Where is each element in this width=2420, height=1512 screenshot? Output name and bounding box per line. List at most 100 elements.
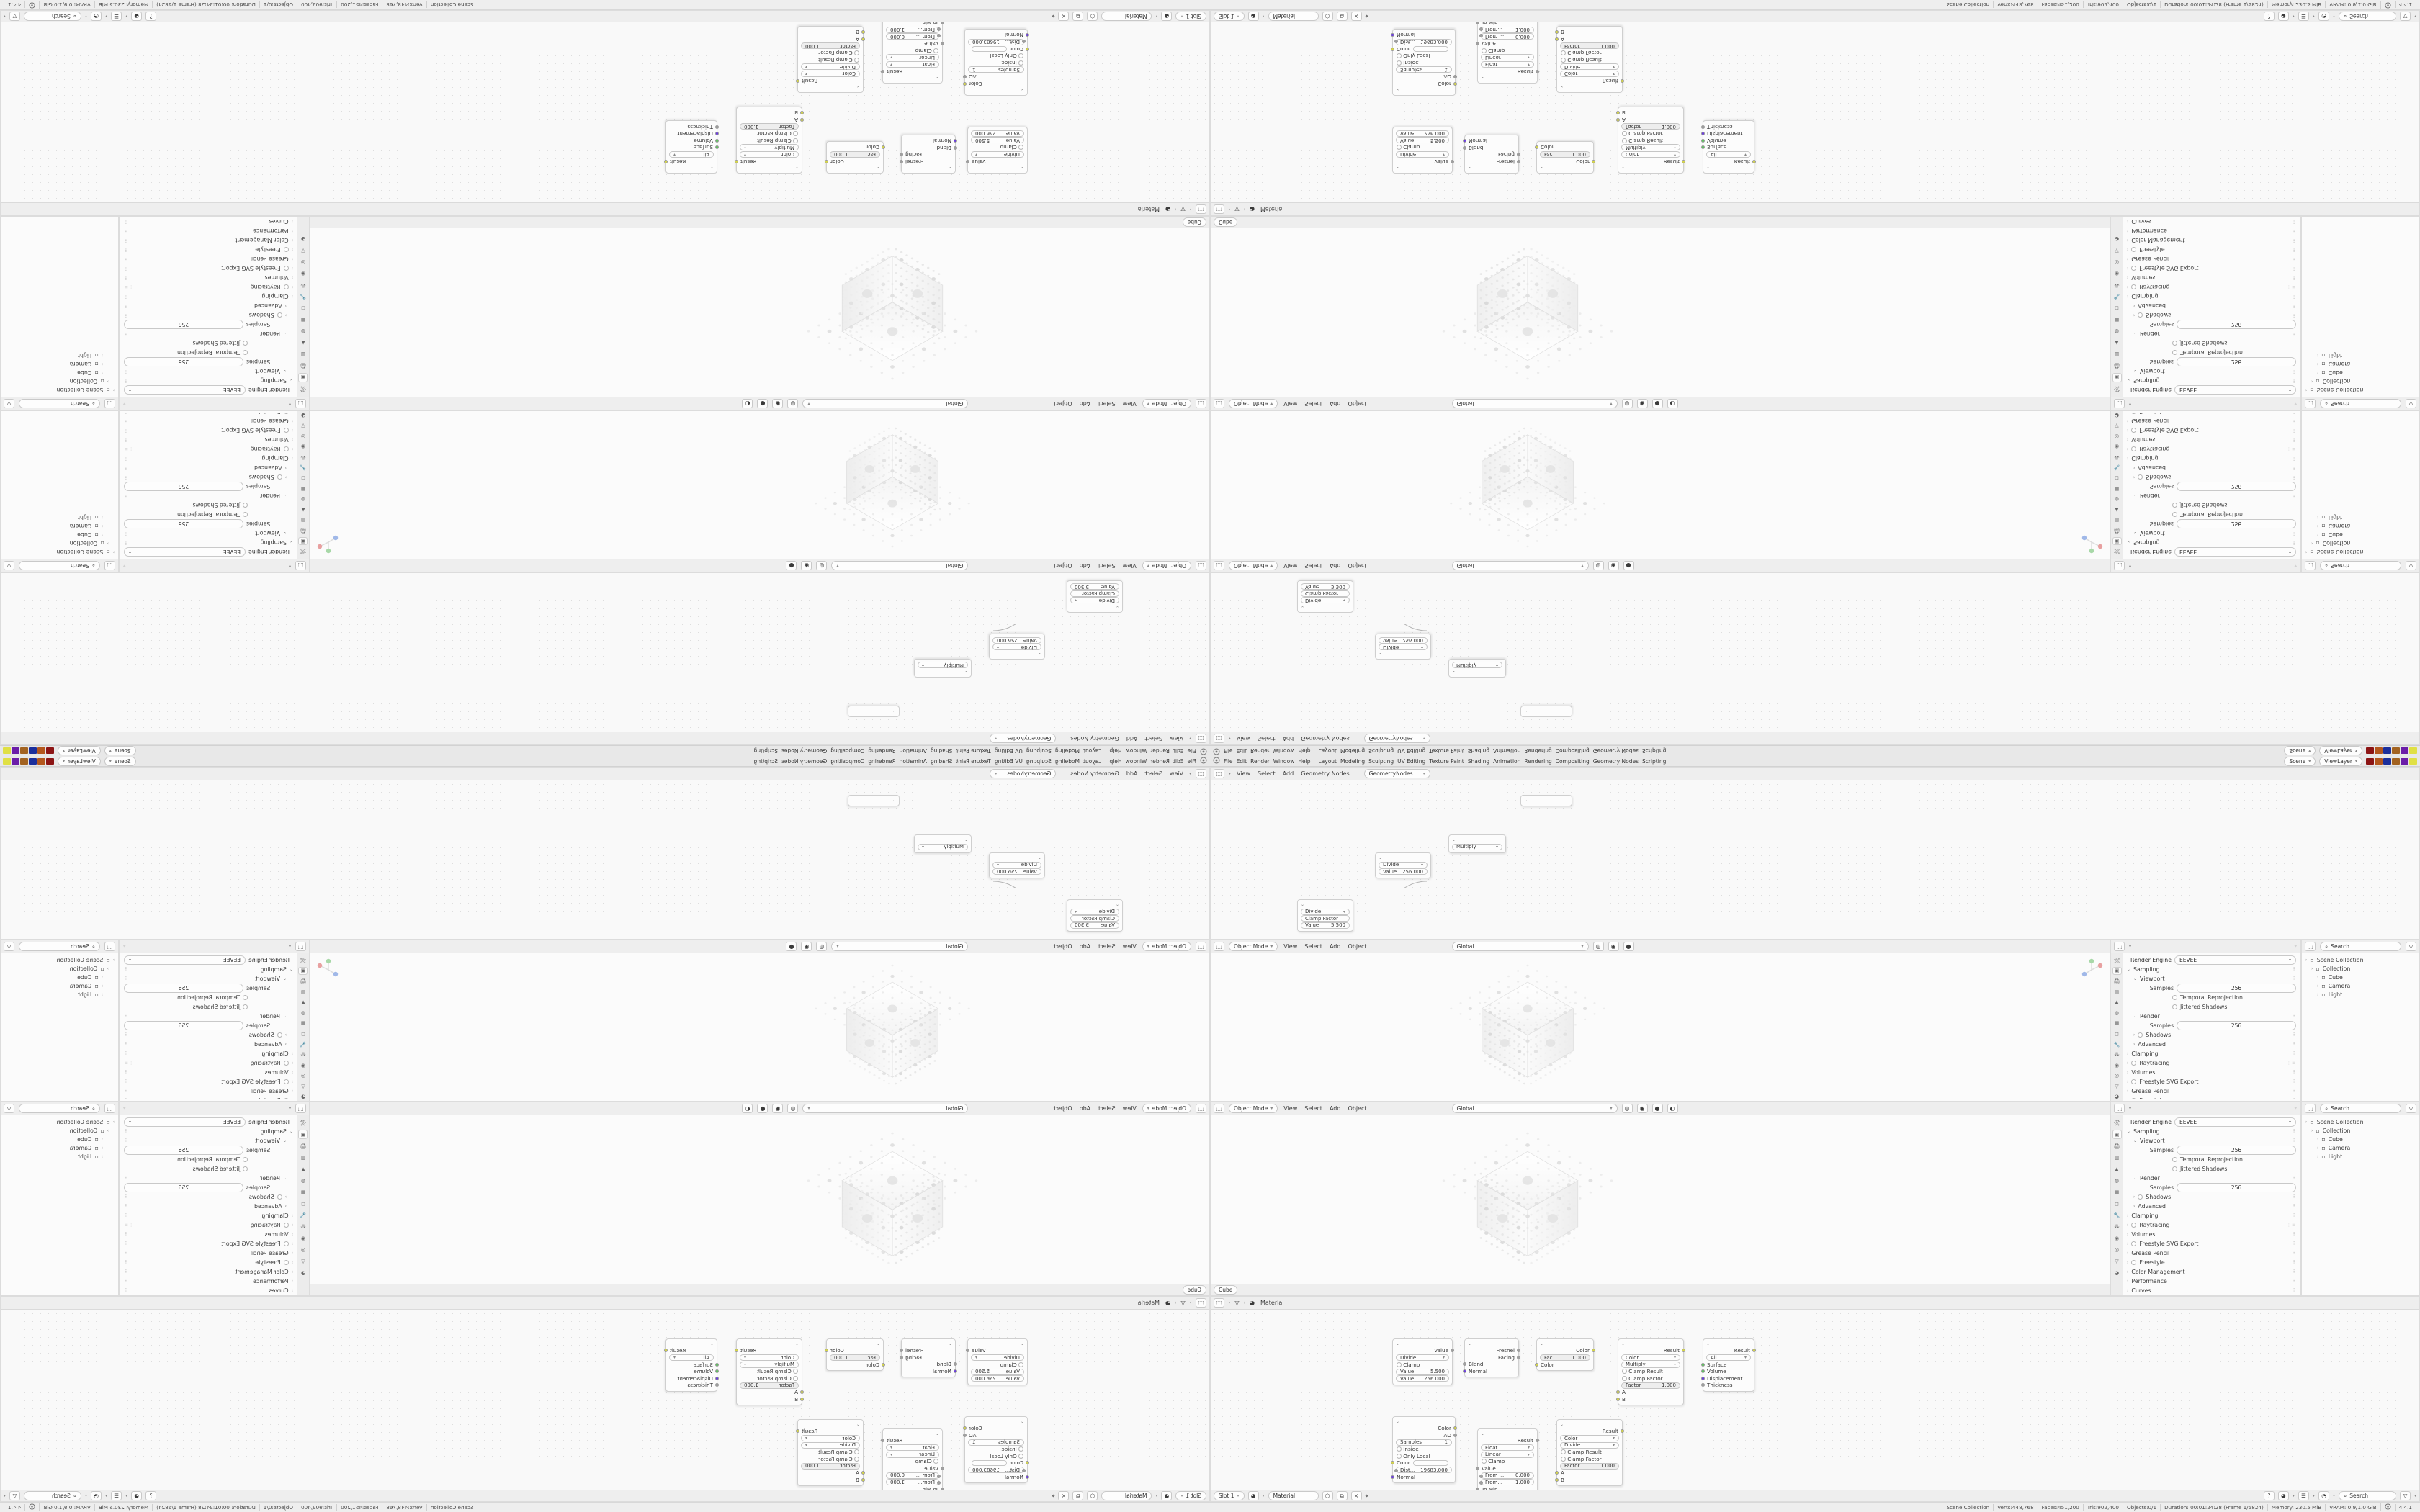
node-dropdown[interactable]: All ▾	[1706, 151, 1751, 158]
chevron-right-icon[interactable]: ›	[2317, 361, 2319, 367]
funnel-icon-footer[interactable]: ▽	[2399, 12, 2411, 21]
workspace-tab-texture-paint[interactable]: Texture Paint	[1429, 757, 1464, 765]
viewport-3d-main[interactable]: ⬚ Object Mode ▾ View Select Add Object Gl…	[1210, 1102, 2110, 1296]
scene-selector[interactable]: Scene ▾	[2284, 746, 2316, 756]
chevron-right-icon[interactable]: ›	[291, 1241, 293, 1246]
proportional-edit-icon-main[interactable]: ◉	[772, 399, 784, 408]
properties-section[interactable]: › Clamping ⠿	[2124, 292, 2299, 301]
properties-tab-object-icon[interactable]: ◻	[301, 1200, 305, 1207]
property-checkbox-row[interactable]: Jittered Shadows	[2124, 338, 2299, 348]
top-bar[interactable]: File Edit Render Window Help Layout Mode…	[0, 756, 1210, 767]
node-checkbox-row[interactable]: Clamp Result	[1618, 138, 1683, 145]
properties-tab-tool-icon[interactable]: 🛠	[2113, 549, 2120, 555]
node-output[interactable]: Fresnel	[1465, 1347, 1520, 1354]
properties-section[interactable]: › Shadows ⠿	[2124, 1030, 2299, 1040]
navigation-gizmo[interactable]	[2079, 530, 2104, 554]
outliner-row[interactable]: › ▫ Scene Collection	[2302, 386, 2419, 395]
properties-section[interactable]: › Shadows ⠿	[2124, 1192, 2299, 1202]
node-collapse-toggle[interactable]: ⌄	[902, 165, 955, 171]
node-checkbox-row[interactable]: Clamp Factor	[798, 50, 863, 57]
chevron-right-icon[interactable]: ›	[284, 465, 287, 470]
chevron-right-icon[interactable]: ›	[291, 446, 293, 451]
socket-green[interactable]	[715, 1369, 719, 1374]
properties-section[interactable]: ›Freestyle⠿	[121, 1258, 296, 1267]
list-icon[interactable]: ⋮≡	[124, 446, 134, 451]
menu-file[interactable]: File	[1224, 757, 1233, 765]
funnel-icon-shader[interactable]: ▽	[1180, 206, 1186, 212]
outliner-row[interactable]: › ▫ Camera	[2302, 522, 2419, 531]
socket-yellow[interactable]	[800, 117, 804, 122]
properties-tab-render-icon[interactable]: ▣	[2112, 373, 2122, 382]
transform-orientation-selector[interactable]: Global ▾	[1451, 942, 1589, 951]
funnel-icon-footer[interactable]: ▽	[9, 1491, 21, 1500]
chevron-right-icon[interactable]: ›	[2127, 1269, 2129, 1274]
node-checkbox-row[interactable]: Clamp Result	[737, 1368, 802, 1375]
property-number-row[interactable]: Samples 256	[121, 1146, 296, 1155]
viewport-menu-object[interactable]: Object	[1348, 943, 1367, 950]
properties-section[interactable]: › Color Management ⠿	[2124, 1267, 2299, 1277]
properties-tab-output-icon[interactable]: 🖨	[2113, 363, 2120, 369]
socket-yellow[interactable]	[1453, 81, 1457, 86]
editor-type-icon[interactable]: ⬚	[2305, 1104, 2316, 1113]
chevron-down-icon[interactable]: ⌄	[2133, 976, 2138, 981]
properties-section[interactable]: ⌄ Viewport ⠿	[121, 528, 296, 538]
node-dropdown[interactable]: Divide ▾	[1560, 1441, 1619, 1449]
funnel-icon-main[interactable]: ▽	[4, 1104, 14, 1113]
properties-tab-physics-icon[interactable]: ◉	[2114, 271, 2120, 277]
node-value-field[interactable]: Value 5.500	[1301, 922, 1350, 929]
properties-header-main[interactable]: ⬚ ▾ ⌖	[2111, 397, 2300, 410]
editor-type-icon[interactable]: ⬚	[1196, 399, 1206, 408]
node-collapse-toggle[interactable]: ⌄	[666, 165, 717, 171]
funnel-icon-main[interactable]: ▽	[4, 399, 14, 408]
close-icon[interactable]: ×	[1350, 12, 1362, 21]
shading-solid-icon[interactable]: ●	[1623, 942, 1634, 951]
checkbox[interactable]	[2172, 341, 2177, 346]
chevron-right-icon[interactable]: ›	[2317, 353, 2319, 359]
node-collapse-toggle[interactable]: ⌄	[737, 1341, 802, 1347]
node-input[interactable]: Displacement	[1701, 130, 1754, 138]
socket-grey[interactable]	[937, 1481, 941, 1485]
outliner-row[interactable]: › ▫ Camera	[2302, 1143, 2419, 1152]
properties-tab-output-icon[interactable]: 🖨	[2113, 527, 2120, 534]
properties-section[interactable]: › Raytracing ⋮≡	[2124, 1220, 2299, 1230]
socket-yellow[interactable]	[1555, 1471, 1559, 1475]
properties-section[interactable]: › Clamping ⠿	[2124, 1049, 2299, 1058]
view-layer-selector[interactable]: ViewLayer ▾	[2319, 746, 2362, 756]
chevron-right-icon[interactable]: ›	[2127, 247, 2129, 252]
viewport-menu-add-main[interactable]: Add	[1329, 400, 1341, 407]
render-engine-row[interactable]: Render Engine EEVEE ▾	[121, 955, 296, 965]
transform-orientation-selector-main[interactable]: Global ▾	[1451, 1104, 1618, 1113]
node-output[interactable]: Fresnel	[1465, 158, 1520, 166]
node-factor-field[interactable]: Factor 1.000	[740, 1382, 799, 1389]
chevron-down-icon[interactable]: ⌄	[2133, 1176, 2138, 1181]
chevron-right-icon[interactable]: ›	[112, 387, 115, 393]
properties-tab-scene-icon[interactable]: ▲	[2115, 999, 2119, 1006]
node-gn_math_a[interactable]: ⌄ Divide ▾ Clamp Factor Value 5.500	[1297, 899, 1353, 932]
viewport-menu-object-main[interactable]: Object	[1348, 1105, 1367, 1112]
node-output[interactable]: Color	[963, 1425, 1027, 1432]
section-checkbox[interactable]	[2131, 1098, 2137, 1099]
properties-editor-upper[interactable]: ⬚ ▾ ⌖ 🛠 ▣ 🖨 ▥ ▲ ◍ ▦ ◻ 🔧 ⁂ ◉ ◎ ▽ ◕ Render Engine EEVEE…	[119, 940, 310, 1102]
node-dropdown[interactable]: All ▾	[669, 151, 714, 158]
checkbox[interactable]	[2172, 1166, 2177, 1171]
section-checkbox[interactable]	[283, 1061, 289, 1066]
socket-yellow[interactable]	[1616, 1397, 1620, 1401]
node-output[interactable]: Result	[881, 1437, 942, 1444]
outliner-row[interactable]: › ▫ Camera	[2302, 360, 2419, 369]
funnel-icon-shader[interactable]: ▽	[1234, 1300, 1240, 1306]
checkbox[interactable]	[854, 50, 859, 56]
node-checkbox-row[interactable]: Inside	[965, 60, 1027, 67]
chevron-right-icon[interactable]: ›	[2127, 418, 2129, 423]
outliner-main[interactable]: ⬚ ⌕ Search ▽ › ▫ Scene Collection › ▫ Collecti…	[2301, 1102, 2420, 1296]
outliner-upper[interactable]: ⬚ ⌕ Search ▽ › ▫ Scene Collection › ▫ Collecti…	[2301, 940, 2420, 1102]
node-collapse-toggle[interactable]: ⌄	[883, 1431, 942, 1437]
shader-node-canvas[interactable]: ⌄ Value Divide ▾ Clamp Value 5.500 Value 256.00…	[1211, 10, 2419, 202]
outliner-main[interactable]: ⬚ ⌕ Search ▽ › ▫ Scene Collection › ▫ Collecti…	[0, 1102, 119, 1296]
properties-tab-viewlayer-icon[interactable]: ▥	[2114, 989, 2120, 995]
navigation-gizmo[interactable]	[316, 958, 341, 982]
snap-toggle-icon-main[interactable]: ◎	[1621, 399, 1633, 408]
properties-section[interactable]: › Shadows ⠿	[2124, 310, 2299, 320]
socket-violet[interactable]	[1701, 1376, 1705, 1380]
chevron-down-icon[interactable]: ⌄	[2133, 1138, 2138, 1143]
funnel-icon-main[interactable]: ▽	[2406, 1104, 2416, 1113]
